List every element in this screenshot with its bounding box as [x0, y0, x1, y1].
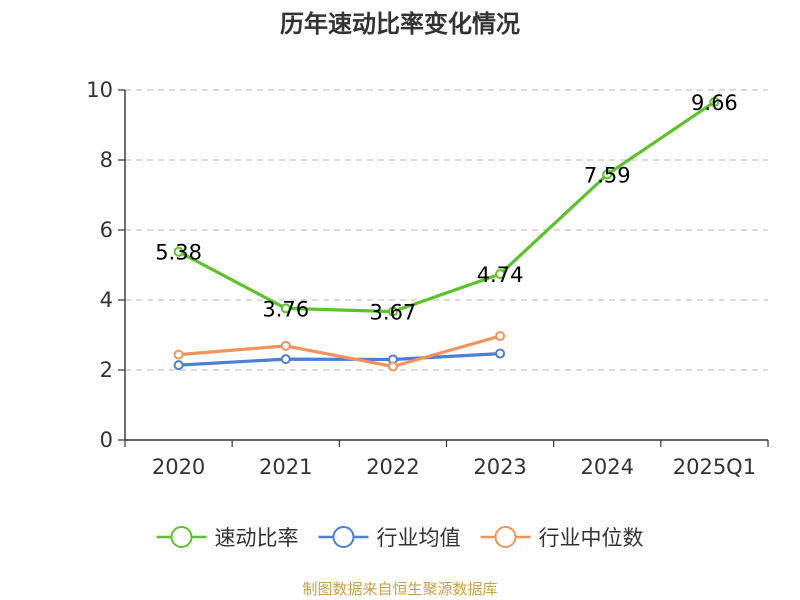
data-point[interactable]	[387, 361, 398, 372]
series-2	[173, 348, 506, 371]
data-label: 4.74	[477, 263, 524, 287]
legend-marker-circle	[332, 526, 355, 548]
data-point[interactable]	[173, 349, 184, 360]
data-point[interactable]	[280, 303, 291, 314]
series-3	[173, 331, 506, 372]
series-1	[173, 96, 720, 317]
legend-item-1[interactable]: 速动比率	[156, 526, 299, 550]
x-tick-label: 2021	[259, 455, 312, 479]
data-point[interactable]	[495, 331, 506, 342]
data-label: 3.76	[262, 297, 309, 321]
data-point[interactable]	[173, 360, 184, 371]
y-tick-label: 6	[100, 218, 113, 242]
data-labels: 5.38 3.76 3.67 4.74 7.59 9.66	[155, 91, 738, 325]
series-line	[177, 100, 717, 314]
legend-label: 行业均值	[377, 526, 461, 550]
y-tick-label: 0	[100, 428, 113, 452]
legend[interactable]: 速动比率 行业均值 行业中位数	[156, 526, 644, 550]
x-tick-label: 2022	[366, 455, 419, 479]
x-tick-label: 2025Q1	[673, 455, 756, 479]
legend-marker-circle	[170, 526, 193, 548]
data-label: 5.38	[155, 241, 202, 265]
data-point[interactable]	[173, 246, 184, 257]
data-point[interactable]	[280, 340, 291, 351]
source-note: 制图数据来自恒生聚源数据库	[302, 580, 497, 598]
data-point[interactable]	[495, 269, 506, 280]
x-tick-label: 2023	[473, 455, 526, 479]
data-point[interactable]	[280, 354, 291, 365]
x-tick-label: 2020	[152, 455, 205, 479]
data-point[interactable]	[709, 96, 720, 107]
legend-label: 行业中位数	[539, 526, 644, 550]
data-label: 3.67	[370, 301, 417, 325]
data-label: 9.66	[691, 91, 738, 115]
grid-lines	[125, 89, 768, 371]
data-point[interactable]	[602, 169, 613, 180]
y-tick-label: 4	[100, 288, 113, 312]
legend-item-3[interactable]: 行业中位数	[480, 526, 644, 550]
y-tick-label: 10	[86, 78, 113, 102]
x-tick-label: 2024	[581, 455, 634, 479]
y-tick-label: 2	[100, 358, 113, 382]
y-tick-label: 8	[100, 148, 113, 172]
series-lines	[173, 96, 720, 372]
chart-title: 历年速动比率变化情况	[280, 10, 520, 38]
axes: 0 2 4 6 8 10 2020 2021 2022 2023 2024 2025Q1	[86, 78, 769, 479]
data-point[interactable]	[495, 348, 506, 359]
legend-label: 速动比率	[215, 526, 299, 550]
series-line	[177, 334, 502, 369]
legend-item-2[interactable]: 行业均值	[318, 526, 461, 550]
data-label: 7.59	[584, 163, 631, 187]
legend-marker-circle	[494, 526, 517, 548]
data-point[interactable]	[387, 306, 398, 317]
series-line	[177, 352, 502, 367]
